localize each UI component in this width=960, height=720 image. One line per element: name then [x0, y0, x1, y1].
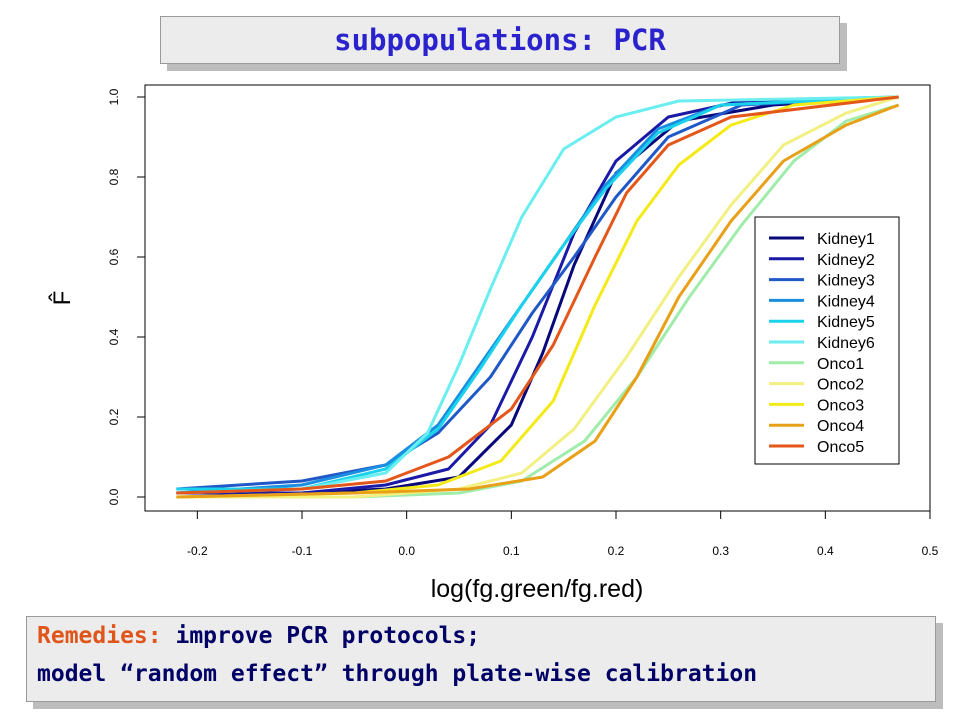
x-tick-label: 0.5 — [922, 544, 939, 558]
remedies-text-1: improve PCR protocols; — [175, 623, 481, 649]
x-tick-label: 0.0 — [398, 544, 415, 558]
legend-label: Kidney6 — [817, 335, 875, 352]
legend-label: Onco2 — [817, 377, 864, 394]
remedies-text-2: model “random effect” through plate-wise… — [37, 661, 758, 687]
y-tick-label: 0.8 — [107, 168, 121, 185]
y-axis: 0.0 0.2 0.4 0.6 0.8 1.0 — [107, 88, 145, 505]
series-line-onco5 — [176, 95, 899, 495]
series-line-kidney5 — [176, 95, 899, 491]
y-tick-label: 0.0 — [107, 488, 121, 505]
series-line-onco3 — [176, 95, 899, 499]
legend-label: Onco1 — [817, 356, 864, 373]
plot-frame — [144, 84, 931, 512]
series-line-kidney6 — [176, 95, 899, 495]
remedies-line-2: model “random effect” through plate-wise… — [37, 661, 757, 687]
legend-label: Onco4 — [817, 418, 864, 435]
x-axis-label: log(fg.green/fg.red) — [431, 575, 644, 603]
x-tick-label: 0.3 — [712, 544, 729, 558]
remedies-line-1: Remedies: improve PCR protocols; — [37, 623, 480, 649]
legend-label: Onco5 — [817, 439, 864, 456]
x-tick-label: 0.4 — [817, 544, 834, 558]
x-tick-label: 0.1 — [503, 544, 520, 558]
y-tick-label: 0.4 — [107, 328, 121, 345]
y-axis-label: F̂ — [48, 291, 76, 306]
x-tick-label: -0.1 — [292, 544, 313, 558]
x-axis: -0.2 -0.1 0.0 0.1 0.2 0.3 0.4 0.5 — [187, 511, 939, 558]
series-line-kidney1 — [176, 95, 899, 495]
y-tick-label: 1.0 — [107, 88, 121, 105]
legend-label: Kidney4 — [817, 293, 875, 310]
x-tick-label: -0.2 — [187, 544, 208, 558]
title-banner: subpopulations: PCR — [160, 16, 840, 64]
legend-label: Kidney1 — [817, 231, 875, 248]
slide-title: subpopulations: PCR — [334, 23, 666, 57]
y-tick-label: 0.6 — [107, 248, 121, 265]
series-line-onco4 — [176, 103, 900, 499]
x-tick-label: 0.2 — [608, 544, 625, 558]
series-line-kidney2 — [176, 95, 899, 495]
legend: Kidney1 Kidney2 Kidney3 Kidney4 Kidney5 Kidne… — [754, 216, 900, 465]
legend-label: Kidney3 — [817, 273, 875, 290]
remedies-label: Remedies: — [37, 623, 162, 649]
series-lines — [176, 95, 900, 499]
y-tick-label: 0.2 — [107, 408, 121, 425]
legend-label: Onco3 — [817, 397, 864, 414]
legend-label: Kidney2 — [817, 252, 875, 269]
remedies-banner: Remedies: improve PCR protocols; model “… — [26, 616, 936, 702]
legend-label: Kidney5 — [817, 314, 875, 331]
